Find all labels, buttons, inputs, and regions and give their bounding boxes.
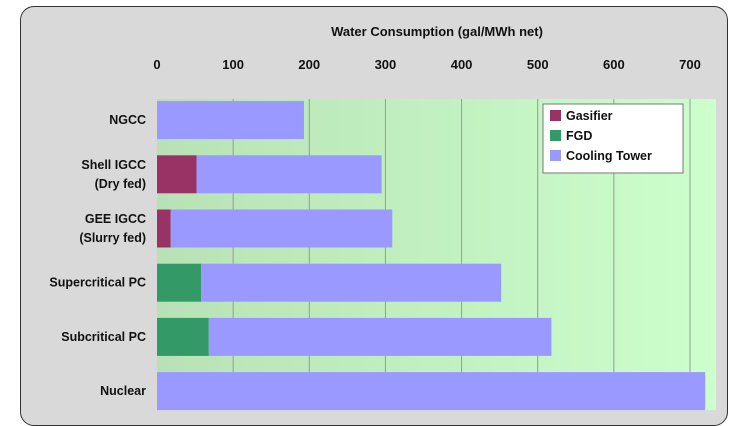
category-label: NGCC [109, 113, 146, 127]
category-labels: NGCC Shell IGCC (Dry fed) GEE IGCC (Slurry f… [49, 113, 146, 398]
chart-title: Water Consumption (gal/MWh net) [331, 24, 543, 39]
bar-fgd [157, 263, 202, 302]
legend-label: Cooling Tower [566, 149, 652, 163]
legend-swatch [550, 130, 561, 141]
legend: Gasifier FGD Cooling Tower [542, 103, 684, 174]
legend-label: Gasifier [566, 109, 613, 123]
x-tick-label: 700 [679, 57, 701, 72]
bar-gasifier [157, 209, 171, 248]
category-label: Supercritical PC [49, 276, 146, 290]
x-tick-label: 0 [153, 57, 160, 72]
bar-cooling-tower [157, 101, 304, 140]
bar-fgd [157, 317, 209, 356]
category-label: GEE IGCC (Slurry fed) [79, 212, 146, 245]
bar-gasifier [157, 155, 197, 194]
x-tick-label: 100 [222, 57, 244, 72]
x-tick-label: 200 [298, 57, 320, 72]
x-tick-label: 500 [527, 57, 549, 72]
legend-swatch [550, 150, 561, 161]
legend-box [542, 103, 684, 174]
x-axis-ticks: 0 100 200 300 400 500 600 700 [153, 57, 700, 72]
bar-cooling-tower [201, 263, 502, 302]
legend-swatch [550, 110, 561, 121]
bar-cooling-tower [170, 209, 393, 248]
bars [157, 101, 706, 411]
bar-cooling-tower [208, 317, 552, 356]
x-tick-label: 600 [603, 57, 625, 72]
x-tick-label: 400 [451, 57, 473, 72]
category-label: Nuclear [100, 384, 146, 398]
category-label: Shell IGCC (Dry fed) [81, 158, 146, 191]
bar-cooling-tower [196, 155, 382, 194]
bar-cooling-tower [157, 372, 706, 411]
legend-label: FGD [566, 129, 592, 143]
x-tick-label: 300 [375, 57, 397, 72]
category-label: Subcritical PC [61, 330, 146, 344]
